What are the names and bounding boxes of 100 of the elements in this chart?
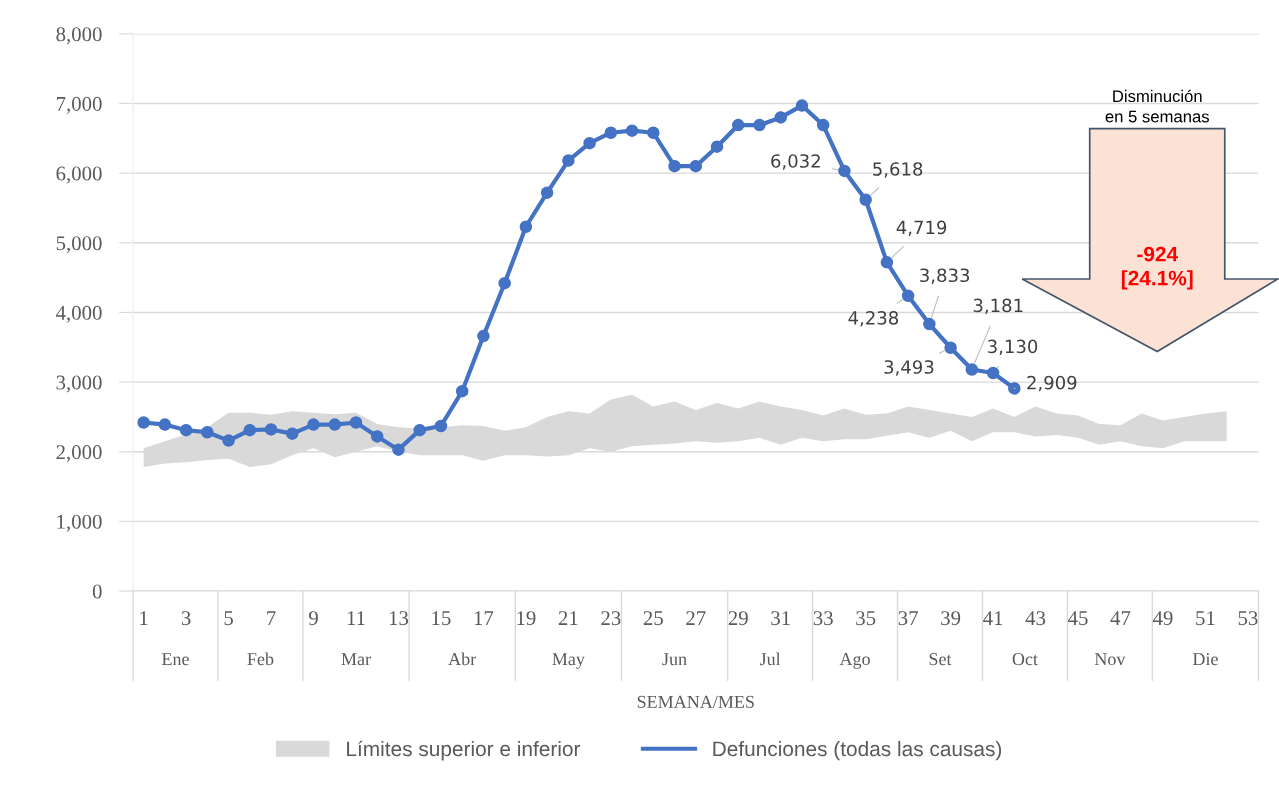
point [179,423,193,437]
x-tick-label: 49 [1152,611,1173,626]
annotation: -924 [24.1%] [1121,246,1193,290]
x-tick-label: 43 [1025,611,1046,626]
x-tick-label: 9 [308,611,318,626]
x-tick-label: 3 [181,611,191,626]
x-tick-label: 13 [389,611,409,626]
point [519,220,533,234]
annotation: Disminución en 5 semanas [1105,89,1209,123]
point [944,341,957,355]
x-tick-label: 31 [771,611,790,626]
x-tick-label: 23 [601,611,621,626]
data-label: 2,909 [1027,375,1077,392]
point [328,418,342,431]
y-tick-label: 8,000 [56,27,102,45]
y-tick-label: 3,000 [56,375,102,393]
x-tick-label: 39 [941,611,961,626]
point [923,317,936,331]
x-tick-label: 25 [643,611,663,626]
y-tick-label: 0 [92,584,102,599]
point [647,126,660,139]
text: Jul [759,652,781,666]
point [307,418,320,431]
text: Feb [247,652,274,666]
x-tick-label: 7 [267,611,276,625]
point [668,159,681,173]
point [243,423,257,437]
point [158,418,172,431]
x-tick-label: 51 [1196,611,1215,626]
point [455,384,469,398]
x-tick-label: 11 [347,611,365,625]
x-tick-label: 29 [728,611,748,626]
y-tick-label: 6,000 [56,166,102,184]
point [731,118,745,132]
text: Ene [161,653,189,666]
point [880,256,894,269]
x-tick-label: 15 [432,611,451,626]
point [370,430,384,443]
x-tick-label: 41 [983,611,1003,625]
point [286,427,299,440]
text: Jun [662,653,687,666]
text: May [552,653,585,669]
point [137,416,150,429]
point [838,164,851,178]
x-axis-title: SEMANA/MES [637,695,754,708]
y-tick-label: 5,000 [56,236,102,254]
text: Abr [448,652,477,666]
point [434,419,448,433]
data-label: 6,032 [771,154,820,170]
x-tick-label: 37 [898,611,918,626]
point [540,186,554,199]
text: Set [929,653,952,666]
y-tick-label: 7,000 [56,96,102,114]
point [1008,382,1021,395]
y-tick-label: 2,000 [56,445,102,463]
x-tick-label: 19 [517,611,536,626]
point [986,366,1000,380]
data-label: 3,181 [973,298,1023,315]
data-label: 5,618 [873,162,923,178]
point [583,136,596,150]
data-label: 3,833 [920,268,970,284]
point [477,329,490,343]
point [901,289,915,303]
x-tick-label: 1 [140,611,148,625]
data-label: 4,238 [848,311,899,327]
x-tick-label: 53 [1238,611,1258,626]
point [625,124,639,137]
text: Die [1192,653,1218,666]
point [222,434,235,447]
point [264,423,278,436]
y-tick-label: 4,000 [55,305,102,323]
point [965,363,979,376]
point [710,140,724,153]
point [774,111,787,124]
x-tick-label: 45 [1068,611,1088,626]
x-tick-label: 33 [813,611,833,626]
text: Ago [839,653,870,669]
point [753,118,766,132]
x-tick-label: 21 [558,611,578,625]
point [562,154,575,167]
point [795,99,809,112]
point [689,159,703,173]
data-label: 3,493 [884,360,934,376]
x-tick-label: 47 [1110,611,1131,625]
text: Oct [1012,653,1038,666]
point [413,423,426,437]
x-tick-label: 35 [856,611,876,626]
data-label: 3,130 [988,339,1038,356]
legend-label: Límites superior e inferior [347,740,581,761]
point [201,425,214,439]
x-tick-label: 17 [474,611,494,625]
point [859,193,872,206]
text: Mar [341,653,371,666]
text: Nov [1094,653,1126,666]
x-tick-label: 27 [686,611,706,625]
data-label: 4,719 [896,220,947,237]
point [392,443,405,456]
point [604,126,618,139]
point [816,118,830,132]
y-tick-label: 1,000 [57,514,102,532]
